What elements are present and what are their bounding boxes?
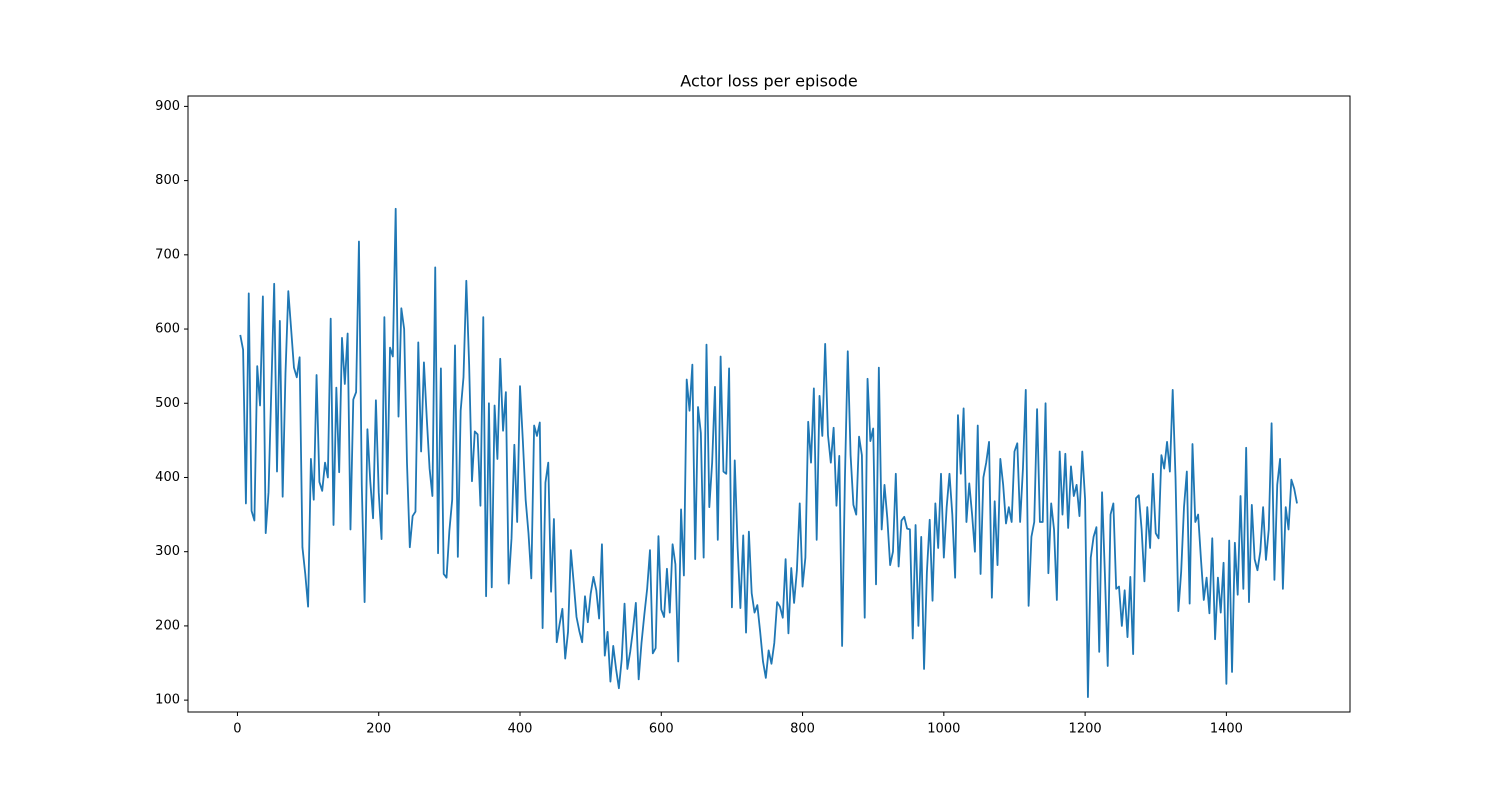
y-tick-label: 600 — [155, 322, 180, 337]
y-tick-label: 700 — [155, 247, 180, 262]
x-tick-label: 600 — [649, 722, 674, 737]
y-tick-label: 900 — [155, 99, 180, 114]
chart-title: Actor loss per episode — [680, 72, 857, 91]
y-tick-label: 100 — [155, 693, 180, 708]
y-tick-label: 400 — [155, 470, 180, 485]
x-tick-label: 1000 — [927, 722, 960, 737]
y-tick-label: 800 — [155, 173, 180, 188]
x-tick-label: 200 — [366, 722, 391, 737]
y-tick-label: 300 — [155, 544, 180, 559]
x-tick-label: 400 — [508, 722, 533, 737]
data-line — [239, 207, 1298, 699]
x-tick-label: 1200 — [1069, 722, 1102, 737]
y-tick-label: 500 — [155, 396, 180, 411]
axes-frame — [187, 95, 1351, 713]
x-tick-label: 800 — [790, 722, 815, 737]
x-tick-label: 0 — [233, 722, 241, 737]
x-tick-label: 1400 — [1210, 722, 1243, 737]
y-tick-label: 200 — [155, 618, 180, 633]
